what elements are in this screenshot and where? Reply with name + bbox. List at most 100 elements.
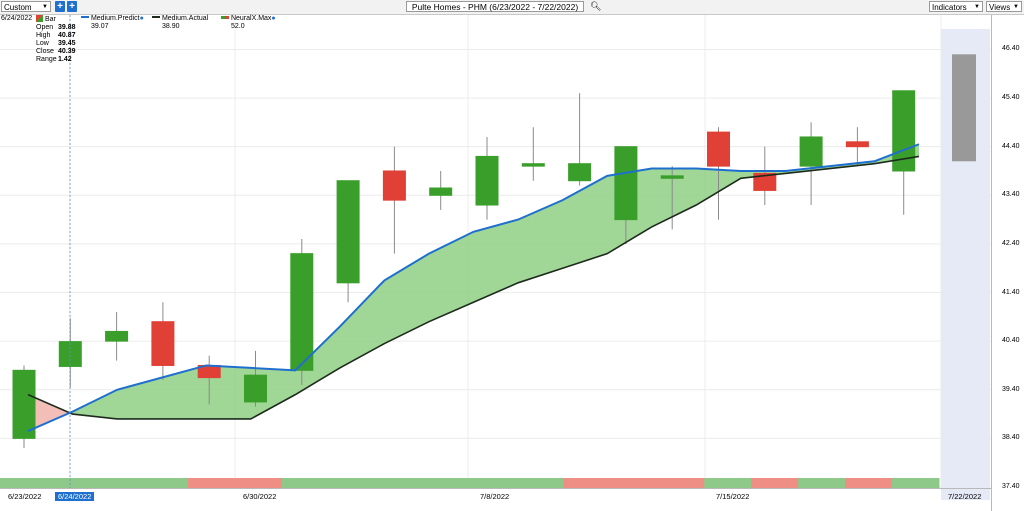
signal-strip-cell	[0, 478, 48, 488]
toolbar: Custom ▼ + + Pulte Homes - PHM (6/23/202…	[0, 0, 1024, 15]
legend-actual: Medium.Actual 38.90	[152, 15, 208, 31]
dot-icon: ●	[139, 15, 144, 22]
bullish-fill-area	[72, 144, 920, 419]
ohlc-value: 1.42	[58, 56, 72, 63]
y-tick-label: 45.40	[1002, 94, 1020, 102]
y-tick-label: 39.40	[1002, 385, 1020, 393]
ohlc-key: Open	[36, 24, 54, 31]
legend-neural: NeuralX.Max● 52.0	[221, 15, 276, 31]
candle-body	[382, 170, 406, 201]
y-tick-label: 46.40	[1002, 45, 1020, 53]
ohlc-value: 40.39	[58, 48, 76, 55]
candle-body	[290, 253, 314, 371]
candle-body	[753, 172, 777, 191]
predict-line	[27, 143, 920, 433]
signal-strip-cell	[422, 478, 470, 488]
ohlc-row-range: Range1.42	[36, 56, 76, 64]
candle-body	[429, 187, 453, 196]
chevron-down-icon: ▼	[42, 4, 48, 10]
candle-body	[475, 155, 499, 206]
candle-body	[660, 175, 684, 179]
neural-value: 52.0	[231, 23, 245, 30]
indicators-dropdown[interactable]: Indicators ▼	[929, 1, 983, 12]
predict-value: 39.07	[91, 23, 109, 30]
x-tick-label: 7/22/2022	[948, 492, 982, 501]
legend-ohlc: Bar Open 39.88 High 40.87 Low 39.45 Close 40.39…	[36, 15, 76, 64]
y-tick-label: 42.40	[1002, 239, 1020, 247]
ohlc-key: High	[36, 32, 51, 39]
ohlc-key: Range	[36, 56, 57, 63]
signal-strip-cell	[845, 478, 893, 488]
actual-value: 38.90	[162, 23, 180, 30]
legend-predict: Medium.Predict● 39.07	[81, 15, 144, 31]
x-tick-label: 6/30/2022	[243, 492, 277, 501]
y-tick-label: 44.40	[1002, 142, 1020, 150]
timeframe-value: Custom	[4, 3, 32, 12]
signal-strip-cell	[140, 478, 189, 488]
crosshair-button[interactable]: +	[67, 1, 77, 12]
signal-strip-cell	[892, 478, 940, 488]
indicator-lines	[27, 143, 920, 433]
ohlc-row-low: Low 39.45	[36, 40, 76, 48]
ohlc-value: 40.87	[58, 32, 76, 39]
signal-strip-cell	[516, 478, 564, 488]
forecast-candle	[952, 54, 976, 162]
actual-label: Medium.Actual	[161, 15, 209, 22]
candle-body	[707, 131, 730, 167]
candle-body	[12, 369, 36, 439]
ohlc-value: 39.45	[58, 40, 76, 47]
candle-body	[568, 163, 592, 182]
chart-title: Pulte Homes - PHM (6/23/2022 - 7/22/2022…	[406, 1, 584, 12]
candle-body	[892, 90, 916, 172]
signal-strip-cell	[751, 478, 799, 488]
signal-strip-cell	[563, 478, 611, 488]
bar-label: Bar	[44, 16, 56, 23]
y-tick-label: 40.40	[1002, 337, 1020, 345]
signal-strip-cell	[93, 478, 142, 488]
signal-strip-cell	[375, 478, 424, 488]
candle-body	[336, 180, 360, 284]
timeframe-select[interactable]: Custom ▼	[1, 1, 51, 12]
legend-date: 6/24/2022	[1, 15, 33, 22]
candle-body	[845, 141, 869, 148]
search-icon[interactable]: 🔍︎	[590, 1, 602, 11]
ohlc-row-high: High 40.87	[36, 32, 76, 40]
dot-icon: ●	[271, 15, 276, 22]
line-swatch-icon	[152, 16, 160, 18]
chevron-down-icon: ▼	[1013, 4, 1019, 10]
add-button[interactable]: +	[55, 1, 65, 12]
candle-body	[614, 146, 638, 221]
candle-body	[58, 341, 82, 367]
signal-strip-cell	[187, 478, 236, 488]
predict-actual-fill	[28, 144, 920, 432]
ohlc-row-open: Open 39.88	[36, 24, 76, 32]
selected-date-label: 6/24/2022	[55, 492, 95, 501]
candle-body	[244, 374, 267, 403]
y-tick-label: 38.40	[1002, 434, 1020, 442]
y-tick-label: 37.40	[1002, 483, 1020, 490]
signal-strip-cell	[610, 478, 658, 488]
ohlc-key: Low	[36, 40, 49, 47]
candles	[12, 54, 976, 449]
ohlc-key: Close	[36, 48, 54, 55]
ohlc-row-close: Close 40.39	[36, 48, 76, 56]
x-tick-label: 7/8/2022	[480, 492, 510, 501]
candle-body	[521, 163, 545, 167]
signal-strip-cell	[657, 478, 705, 488]
bearish-fill-area	[28, 394, 73, 432]
signal-strip-cell	[469, 478, 517, 488]
signal-strip-cell	[281, 478, 330, 488]
actual-line	[27, 155, 920, 420]
indicators-label: Indicators	[932, 3, 967, 12]
candle-body	[151, 321, 175, 366]
x-tick-label: 6/23/2022	[8, 492, 42, 501]
chart-title-text: Pulte Homes - PHM (6/23/2022 - 7/22/2022…	[411, 2, 579, 12]
predict-label: Medium.Predict	[90, 15, 140, 22]
signal-strip-cell	[328, 478, 377, 488]
views-dropdown[interactable]: Views ▼	[986, 1, 1022, 12]
ohlc-value: 39.88	[58, 24, 76, 31]
signal-strip-cell	[234, 478, 283, 488]
signal-swatch-icon	[221, 16, 229, 19]
line-swatch-icon	[81, 16, 89, 18]
